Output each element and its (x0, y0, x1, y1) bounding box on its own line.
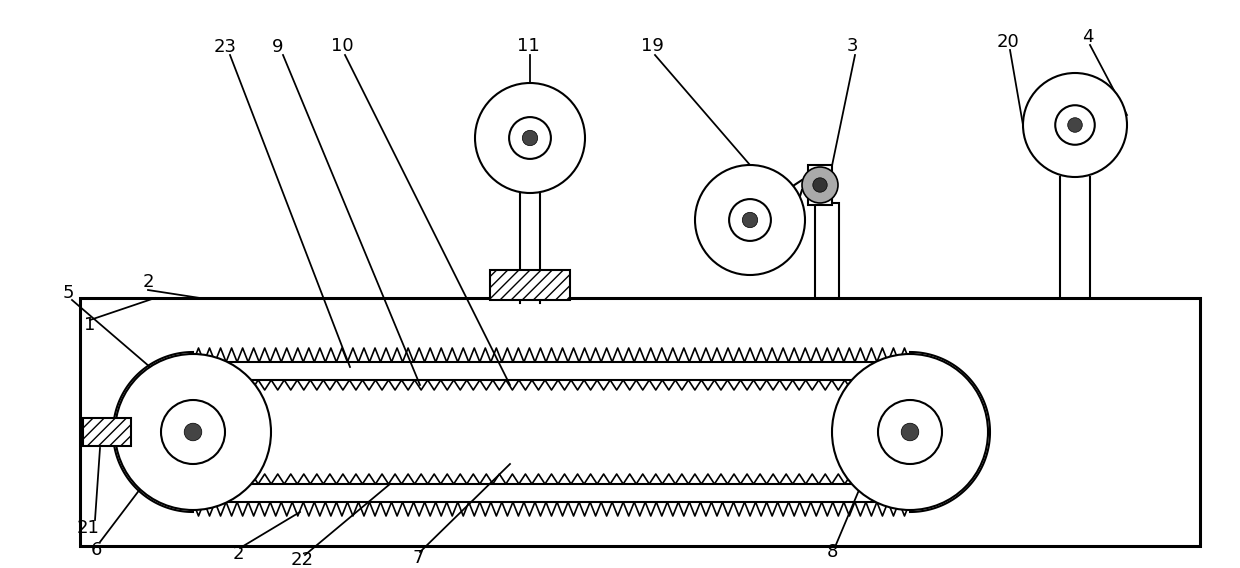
Circle shape (832, 354, 988, 510)
Text: 10: 10 (331, 37, 353, 55)
Text: 9: 9 (273, 38, 284, 56)
Text: 23: 23 (213, 38, 237, 56)
Text: 3: 3 (846, 37, 858, 55)
Text: 4: 4 (1083, 28, 1094, 46)
Text: 19: 19 (641, 37, 663, 55)
Circle shape (475, 83, 585, 193)
Circle shape (1068, 118, 1083, 132)
Circle shape (878, 400, 942, 464)
Circle shape (729, 199, 771, 241)
Circle shape (1055, 105, 1095, 145)
Text: 21: 21 (77, 519, 99, 537)
Bar (815, 203, 839, 298)
Text: 20: 20 (997, 33, 1019, 51)
Text: 11: 11 (517, 37, 539, 55)
Circle shape (802, 167, 838, 203)
Bar (81, 298, 1200, 546)
Text: 22: 22 (290, 551, 314, 568)
Text: 7: 7 (412, 549, 424, 567)
Circle shape (161, 400, 224, 464)
Circle shape (901, 423, 919, 441)
Circle shape (510, 117, 551, 159)
Text: 2: 2 (232, 545, 244, 563)
Circle shape (812, 178, 827, 192)
Circle shape (1023, 73, 1127, 177)
Text: 6: 6 (91, 541, 102, 559)
Bar (83, 418, 131, 446)
Text: 5: 5 (62, 284, 73, 302)
Text: 2: 2 (143, 273, 154, 291)
Circle shape (185, 423, 202, 441)
Circle shape (115, 354, 272, 510)
Bar (808, 165, 832, 205)
Text: 1: 1 (84, 316, 95, 334)
Circle shape (522, 130, 538, 146)
Bar (490, 270, 570, 300)
Circle shape (743, 212, 758, 228)
Circle shape (694, 165, 805, 275)
Text: 8: 8 (826, 543, 838, 561)
